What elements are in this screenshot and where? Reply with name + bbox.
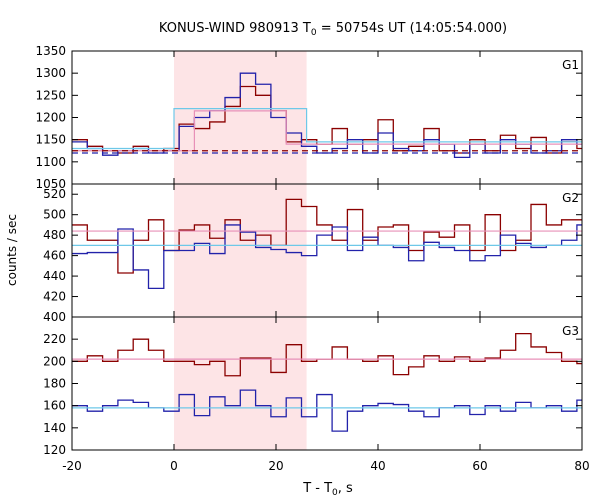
g3-frame xyxy=(71,316,583,451)
g3-y-tick-label: 160 xyxy=(43,399,66,413)
g1-y-tick-label: 1350 xyxy=(35,44,66,58)
g2-y-tick-label: 480 xyxy=(43,228,66,242)
x-tick-label: 0 xyxy=(170,459,178,473)
g2-y-tick-label: 460 xyxy=(43,249,66,263)
g1-panel-label: G1 xyxy=(562,58,579,72)
x-tick-label: 60 xyxy=(472,459,487,473)
g1-y-tick-label: 1200 xyxy=(35,111,66,125)
y-axis-label: counts / sec xyxy=(5,214,19,286)
g2-y-tick-label: 400 xyxy=(43,310,66,324)
g1-y-tick-label: 1300 xyxy=(35,66,66,80)
panel-g1: 1050 1100 1150 1200 1250 1300 1350 G1 xyxy=(35,44,583,191)
g1-y-tick-label: 1150 xyxy=(35,133,66,147)
x-tick-label: -20 xyxy=(62,459,82,473)
g2-y-tick-label: 440 xyxy=(43,269,66,283)
panels-layer: 1050110011501200125013001350G14004204404… xyxy=(35,44,589,473)
g2-panel-label: G2 xyxy=(562,191,579,205)
g1-series2-line xyxy=(72,72,582,159)
g3-y-tick-label: 180 xyxy=(43,377,66,391)
g3-y-tick-label: 200 xyxy=(43,354,66,368)
x-tick-label: 80 xyxy=(574,459,589,473)
x-tick-label: 20 xyxy=(268,459,283,473)
panel-g3: 120 140 160 180 200 220 G3 xyxy=(43,316,583,457)
g1-model2-line xyxy=(72,108,582,150)
g3-y-tick-label: 220 xyxy=(43,332,66,346)
g2-y-tick-label: 500 xyxy=(43,208,66,222)
g3-series2-line xyxy=(72,389,582,432)
g1-y-tick-label: 1250 xyxy=(35,88,66,102)
g1-y-tick-label: 1050 xyxy=(35,177,66,191)
g2-y-tick-label: 520 xyxy=(43,187,66,201)
g3-panel-label: G3 xyxy=(562,324,579,338)
g1-model1-line xyxy=(72,110,582,152)
panel-g2: 400 420 440 460 480 500 520 G2 xyxy=(43,183,583,324)
x-tick-label: 40 xyxy=(370,459,385,473)
chart-title: KONUS-WIND 980913 T0 = 50754s UT (14:05:… xyxy=(159,21,507,38)
g3-series1-line xyxy=(72,332,582,377)
g2-y-tick-label: 420 xyxy=(43,290,66,304)
g2-series1-line xyxy=(72,198,582,274)
g1-frame xyxy=(71,50,583,185)
g2-series2-line xyxy=(72,224,582,290)
g1-y-tick-label: 1100 xyxy=(35,155,66,169)
g3-y-tick-label: 140 xyxy=(43,421,66,435)
g3-y-tick-label: 120 xyxy=(43,443,66,457)
g1-series1-line xyxy=(72,85,582,154)
x-axis-label: T - T0, s xyxy=(302,481,353,498)
